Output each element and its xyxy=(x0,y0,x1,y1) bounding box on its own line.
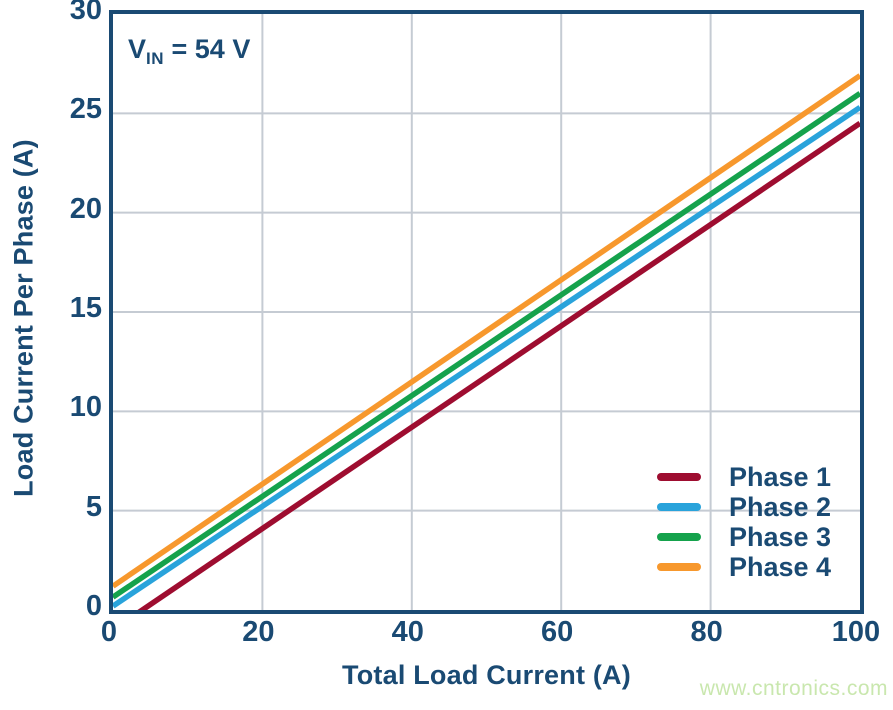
y-tick-label-10: 10 xyxy=(69,391,102,424)
x-tick-label-60: 60 xyxy=(541,616,574,648)
legend-swatch-icon xyxy=(657,563,701,571)
legend-row-phase-2: Phase 2 xyxy=(651,492,831,522)
y-tick-label-30: 30 xyxy=(69,0,102,26)
watermark: www.cntronics.com xyxy=(699,677,888,700)
series-line-phase-3 xyxy=(113,91,860,600)
legend-row-phase-4: Phase 4 xyxy=(651,552,831,582)
y-tick-label-25: 25 xyxy=(69,93,102,126)
x-tick-label-0: 0 xyxy=(100,616,118,648)
y-tick-label-15: 15 xyxy=(69,292,102,324)
y-tick-label-0: 0 xyxy=(85,590,102,622)
legend-label: Phase 1 xyxy=(729,461,832,492)
legend-swatch-icon xyxy=(657,533,701,541)
series-line-phase-4 xyxy=(113,73,860,589)
legend-row-phase-3: Phase 3 xyxy=(651,522,831,552)
vin-annotation-subscript: IN xyxy=(146,49,165,68)
legend-swatch-icon xyxy=(657,473,701,481)
plot-canvas xyxy=(113,14,860,610)
legend-label: Phase 4 xyxy=(729,551,832,582)
series-line-phase-1 xyxy=(137,120,860,610)
x-tick-label-100: 100 xyxy=(831,616,881,648)
y-tick-label-5: 5 xyxy=(85,490,102,523)
legend-row-phase-1: Phase 1 xyxy=(651,462,831,492)
y-axis-title: Load Current Per Phase (A) xyxy=(8,139,39,497)
legend-swatch-icon xyxy=(657,503,701,511)
legend-label: Phase 2 xyxy=(729,491,832,522)
x-axis-title: Total Load Current (A) xyxy=(342,660,631,690)
legend-label: Phase 3 xyxy=(729,521,832,552)
x-tick-label-80: 80 xyxy=(690,616,723,648)
legend: Phase 1 Phase 2 Phase 3 Phase 4 xyxy=(651,462,831,582)
vin-annotation-value: = 54 V xyxy=(164,34,251,64)
vin-annotation-variable: V xyxy=(128,34,147,64)
x-tick-label-40: 40 xyxy=(391,616,424,648)
vin-annotation: VIN = 54 V xyxy=(128,34,250,69)
x-tick-label-20: 20 xyxy=(242,616,275,648)
series-line-phase-2 xyxy=(113,105,860,609)
plot-area: VIN = 54 V Phase 1 Phase 2 Phase 3 Phase 4 xyxy=(109,10,864,614)
y-tick-label-20: 20 xyxy=(69,192,102,225)
